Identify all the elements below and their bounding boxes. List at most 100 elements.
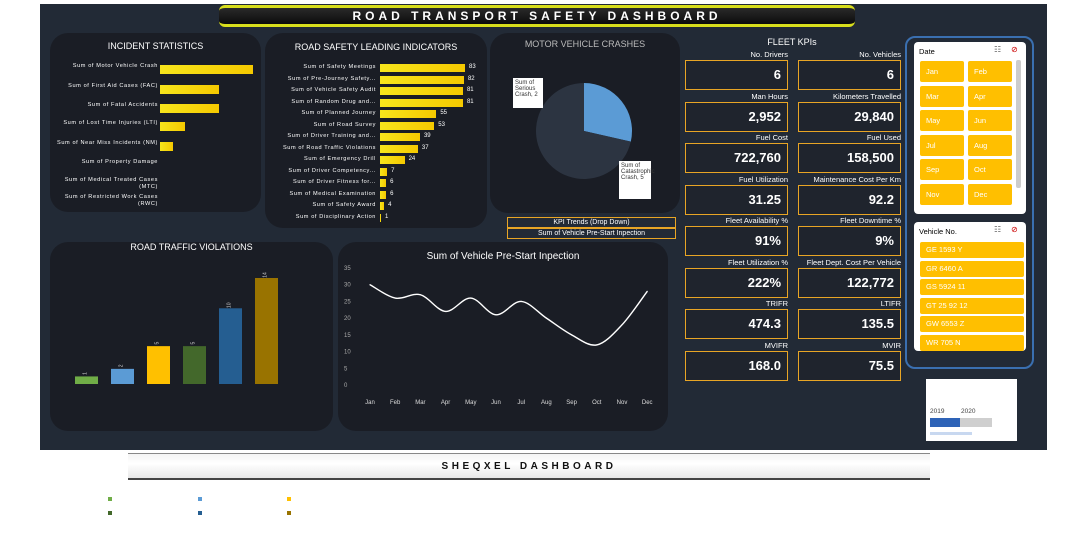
- date-slicer-month-mar[interactable]: Mar: [920, 85, 964, 107]
- clear-filter-icon[interactable]: ⊘: [1011, 45, 1018, 54]
- kpi-label: MVIFR: [764, 340, 788, 350]
- road-traffic-violations-panel: ROAD TRAFFIC VIOLATIONS Sum of Distracte…: [50, 242, 364, 517]
- leading-value: 81: [466, 87, 474, 93]
- leading-row: Sum of Safety Award 4: [265, 201, 487, 215]
- date-slicer-month-oct[interactable]: Oct: [968, 159, 1012, 180]
- date-slicer-month-apr[interactable]: Apr: [968, 85, 1012, 107]
- crashes-pie-chart: [536, 83, 632, 180]
- violations-legend-item: Sum of Wrongful Overtaking: [198, 497, 279, 503]
- legend-label: Sum of Overspeeding: [293, 511, 352, 517]
- line-point: [621, 324, 623, 326]
- incident-statistics-title: INCIDENT STATISTICS: [107, 41, 204, 51]
- kpi-label: Maintenance Cost Per Km: [813, 174, 901, 184]
- leading-value: 6: [390, 179, 394, 185]
- legend-label: Sum of Hash Braking: [204, 511, 261, 517]
- leading-row: Sum of Medical Examination 6: [265, 190, 487, 204]
- violations-bar-value: 14: [263, 272, 269, 278]
- vehicle-slicer-item[interactable]: WR 705 N: [920, 334, 1024, 351]
- timeline-bar-2020[interactable]: [960, 418, 992, 427]
- leading-row: Sum of Vehicle Safety Audit 81: [265, 86, 487, 100]
- line-x-tick: Mar: [415, 400, 425, 406]
- line-point: [596, 344, 598, 346]
- date-slicer-month-nov[interactable]: Nov: [920, 183, 964, 205]
- incident-row: Sum of Motor Vehicle Crash: [50, 63, 261, 77]
- line-y-tick: 20: [344, 316, 351, 322]
- timeline-scrollbar[interactable]: [930, 432, 972, 435]
- leading-row: Sum of Road Survey 53: [265, 121, 487, 135]
- leading-bar: [380, 156, 405, 164]
- date-slicer-month-sep[interactable]: Sep: [920, 159, 964, 180]
- incident-label: Sum of First Aid Cases (FAC): [68, 83, 158, 89]
- date-slicer-month-feb[interactable]: Feb: [968, 61, 1012, 82]
- legend-label: Sum of Drinking and Driving: [114, 511, 189, 517]
- leading-label: Sum of Planned Journey: [301, 110, 376, 116]
- incident-label: Sum of Property Damage: [81, 159, 158, 165]
- line-point: [495, 314, 497, 316]
- violations-legend-item: Sum of Hash Braking: [198, 511, 261, 517]
- leading-row: Sum of Road Traffic Violations 37: [265, 144, 487, 158]
- vehicle-slicer-item[interactable]: GS 5924 11: [920, 279, 1024, 295]
- kpi-value-box: 122,772: [798, 267, 901, 298]
- fleet-kpis-title: FLEET KPIs: [767, 37, 817, 47]
- violations-bar: [147, 346, 170, 384]
- leading-value: 82: [467, 75, 475, 82]
- date-slicer-month-jul[interactable]: Jul: [920, 134, 964, 156]
- vehicle-slicer-item[interactable]: GW 6553 Z: [920, 316, 1024, 332]
- date-slicer-month-dec[interactable]: Dec: [968, 183, 1012, 205]
- kpi-label: Fleet Utilization %: [727, 257, 788, 267]
- vehicle-slicer-item[interactable]: GE 1593 Y: [920, 242, 1024, 258]
- multi-select-icon[interactable]: ☷: [994, 225, 1002, 234]
- pie-label-catastrophic: Sum of Catastrophic Crash, 5: [619, 161, 655, 199]
- timeline-slicer[interactable]: 2019 2020: [926, 379, 1017, 441]
- leading-row: Sum of Planned Journey 55: [265, 109, 487, 123]
- kpi-label: Fuel Used: [866, 133, 901, 142]
- kpi-value-box: 91%: [685, 226, 788, 256]
- kpi-value-box: 2,952: [685, 101, 788, 132]
- multi-select-icon[interactable]: ☷: [994, 45, 1002, 54]
- legend-swatch: [108, 497, 112, 501]
- kpi-value-box: 135.5: [798, 309, 901, 339]
- line-point: [445, 310, 447, 313]
- kpi-value-box: 75.5: [798, 350, 901, 381]
- line-series: [369, 284, 648, 346]
- line-x-tick: Feb: [390, 400, 401, 406]
- leading-label: Sum of Road Survey: [313, 121, 376, 128]
- leading-bar: [380, 133, 420, 141]
- motor-vehicle-crashes-title: MOTOR VEHICLE CRASHES: [524, 39, 646, 49]
- date-slicer-month-may[interactable]: May: [920, 110, 964, 131]
- timeline-year-2020[interactable]: 2020: [961, 408, 976, 415]
- date-slicer-scrollbar[interactable]: [1016, 60, 1021, 188]
- kpi-value-box: 92.2: [798, 184, 901, 215]
- vehicle-slicer-item[interactable]: GR 6460 A: [920, 260, 1024, 277]
- line-y-tick: 5: [344, 366, 348, 372]
- date-slicer-month-aug[interactable]: Aug: [968, 134, 1012, 156]
- leading-bar: [380, 110, 437, 118]
- incident-bar: [160, 85, 220, 94]
- pre-start-line-chart: 0 5 10 15 20 25 30 35 Jan Feb Mar Apr May Jun Jul Aug Se…: [344, 266, 653, 406]
- line-y-tick: 15: [344, 333, 351, 339]
- leading-label: Sum of Driver Training and...: [287, 133, 376, 139]
- date-slicer-header: Date: [919, 47, 935, 56]
- violations-bar-value: 2: [119, 364, 125, 367]
- incident-label: Sum of Motor Vehicle Crash: [72, 63, 158, 69]
- leading-row: Sum of Driver Competency... 7: [265, 167, 487, 181]
- leading-row: Sum of Emergency Drill 24: [265, 155, 487, 169]
- incident-label: Sum of Fatal Accidents: [87, 102, 158, 108]
- vehicle-slicer-header: Vehicle No.: [919, 227, 957, 236]
- date-slicer-month-jun[interactable]: Jun: [968, 110, 1012, 131]
- vehicle-slicer-item[interactable]: GT 25 92 12: [920, 297, 1024, 314]
- date-slicer-month-jan[interactable]: Jan: [920, 61, 964, 82]
- kpi-value-box: 722,760: [685, 143, 788, 173]
- timeline-bar-2019[interactable]: [930, 418, 960, 427]
- clear-filter-icon[interactable]: ⊘: [1011, 225, 1018, 234]
- timeline-year-2019[interactable]: 2019: [930, 408, 945, 415]
- incident-row: Sum of Near Miss Incidents (NM): [50, 140, 261, 154]
- line-x-tick: Sep: [566, 400, 577, 406]
- leading-label: Sum of Safety Meetings: [303, 64, 376, 70]
- violations-bar: [75, 376, 98, 384]
- kpi-trends-selected[interactable]: Sum of Vehicle Pre-Start Inpection: [507, 228, 676, 239]
- line-x-tick: Jul: [517, 400, 525, 406]
- incident-bar: [160, 65, 253, 74]
- kpi-trends-dropdown[interactable]: KPI Trends (Drop Down): [507, 217, 676, 228]
- incident-row: Sum of Fatal Accidents: [50, 102, 261, 116]
